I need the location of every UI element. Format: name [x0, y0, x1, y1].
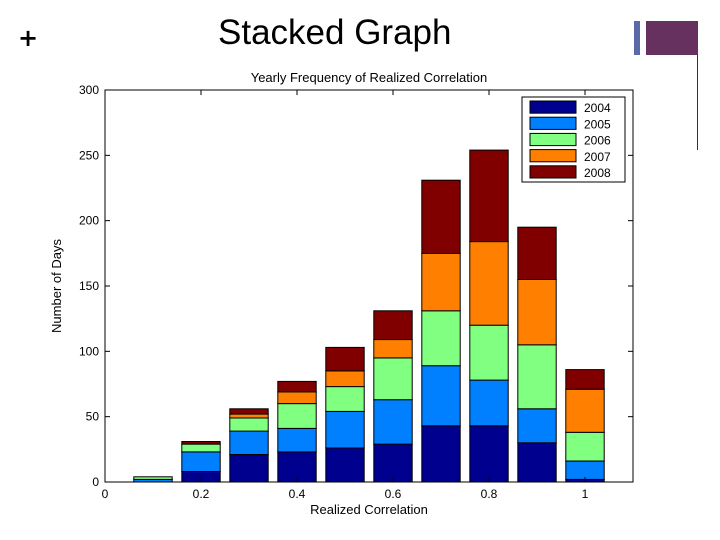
x-tick-label: 0.6 — [385, 487, 402, 501]
bar-segment — [565, 431, 605, 462]
bar-segment — [229, 430, 269, 455]
y-tick-label: 100 — [79, 344, 99, 358]
legend-label: 2007 — [584, 150, 611, 164]
bar-segment — [421, 179, 461, 254]
bar-segment — [325, 386, 365, 412]
bar-segment — [325, 410, 365, 449]
bars-group — [133, 149, 605, 483]
legend-label: 2004 — [584, 101, 611, 115]
bar-segment — [373, 443, 413, 483]
bar-segment — [517, 344, 557, 410]
y-tick-label: 300 — [79, 83, 99, 97]
legend-swatch — [529, 165, 577, 179]
bar-segment — [421, 365, 461, 427]
bar-segment — [565, 369, 605, 390]
bar-segment — [373, 310, 413, 340]
x-tick-label: 1 — [582, 487, 589, 501]
bar-segment — [469, 241, 509, 326]
corner-decoration — [634, 21, 700, 151]
y-axis-label: Number of Days — [49, 239, 64, 333]
bar-segment — [565, 460, 605, 480]
bar-segment — [469, 149, 509, 243]
accent-line — [697, 55, 698, 150]
bar-segment — [277, 427, 317, 453]
x-tick-label: 0.2 — [193, 487, 210, 501]
bar-segment — [277, 403, 317, 429]
bar-segment — [421, 310, 461, 367]
x-tick-label: 0.8 — [481, 487, 498, 501]
bar-segment — [229, 413, 269, 419]
bar-segment — [325, 346, 365, 372]
bar-segment — [517, 442, 557, 483]
y-tick-label: 250 — [79, 148, 99, 162]
bar-segment — [229, 454, 269, 483]
bar-segment — [181, 443, 221, 453]
legend-label: 2008 — [584, 166, 611, 180]
bar-segment — [181, 441, 221, 445]
accent-bar — [634, 21, 640, 55]
axes-group: 0 0.2 0.4 0.6 0.8 1 0 50 100 150 200 250 300 — [79, 83, 633, 501]
bar-segment — [229, 417, 269, 432]
bar-segment — [373, 357, 413, 401]
y-tick-label: 0 — [92, 475, 99, 489]
bar-segment — [133, 476, 173, 480]
slide-title: Stacked Graph — [218, 13, 452, 52]
bar-segment — [517, 279, 557, 346]
bar-segment — [421, 252, 461, 312]
chart-title: Yearly Frequency of Realized Correlation — [251, 70, 488, 85]
bar-segment — [517, 226, 557, 280]
legend-swatch — [529, 149, 577, 163]
legend-swatch — [529, 132, 577, 147]
bar-segment — [229, 408, 269, 415]
x-tick-label: 0 — [102, 487, 109, 501]
legend-label: 2006 — [584, 134, 611, 148]
x-axis-label: Realized Correlation — [310, 502, 428, 517]
bar-segment — [277, 451, 317, 483]
bar-segment — [277, 391, 317, 405]
bar-segment — [469, 425, 509, 483]
legend-swatch — [529, 100, 577, 114]
bar-segment — [373, 339, 413, 359]
bar-segment — [421, 425, 461, 483]
bar-segment — [469, 324, 509, 381]
y-tick-label: 50 — [86, 410, 100, 424]
bar-segment — [325, 370, 365, 388]
bar-segment — [181, 451, 221, 472]
bar-segment — [469, 379, 509, 427]
y-tick-label: 150 — [79, 279, 99, 293]
y-tick-label: 200 — [79, 214, 99, 228]
accent-block — [646, 21, 698, 55]
plus-icon: + — [18, 24, 39, 52]
bar-segment — [325, 447, 365, 483]
legend-swatch — [529, 116, 577, 130]
legend-label: 2005 — [584, 117, 611, 131]
bar-segment — [517, 408, 557, 444]
x-tick-label: 0.4 — [289, 487, 306, 501]
legend: 2004 2005 2006 2007 2008 — [521, 96, 626, 183]
bar-segment — [373, 399, 413, 445]
bar-segment — [277, 380, 317, 393]
bar-segment — [565, 388, 605, 433]
